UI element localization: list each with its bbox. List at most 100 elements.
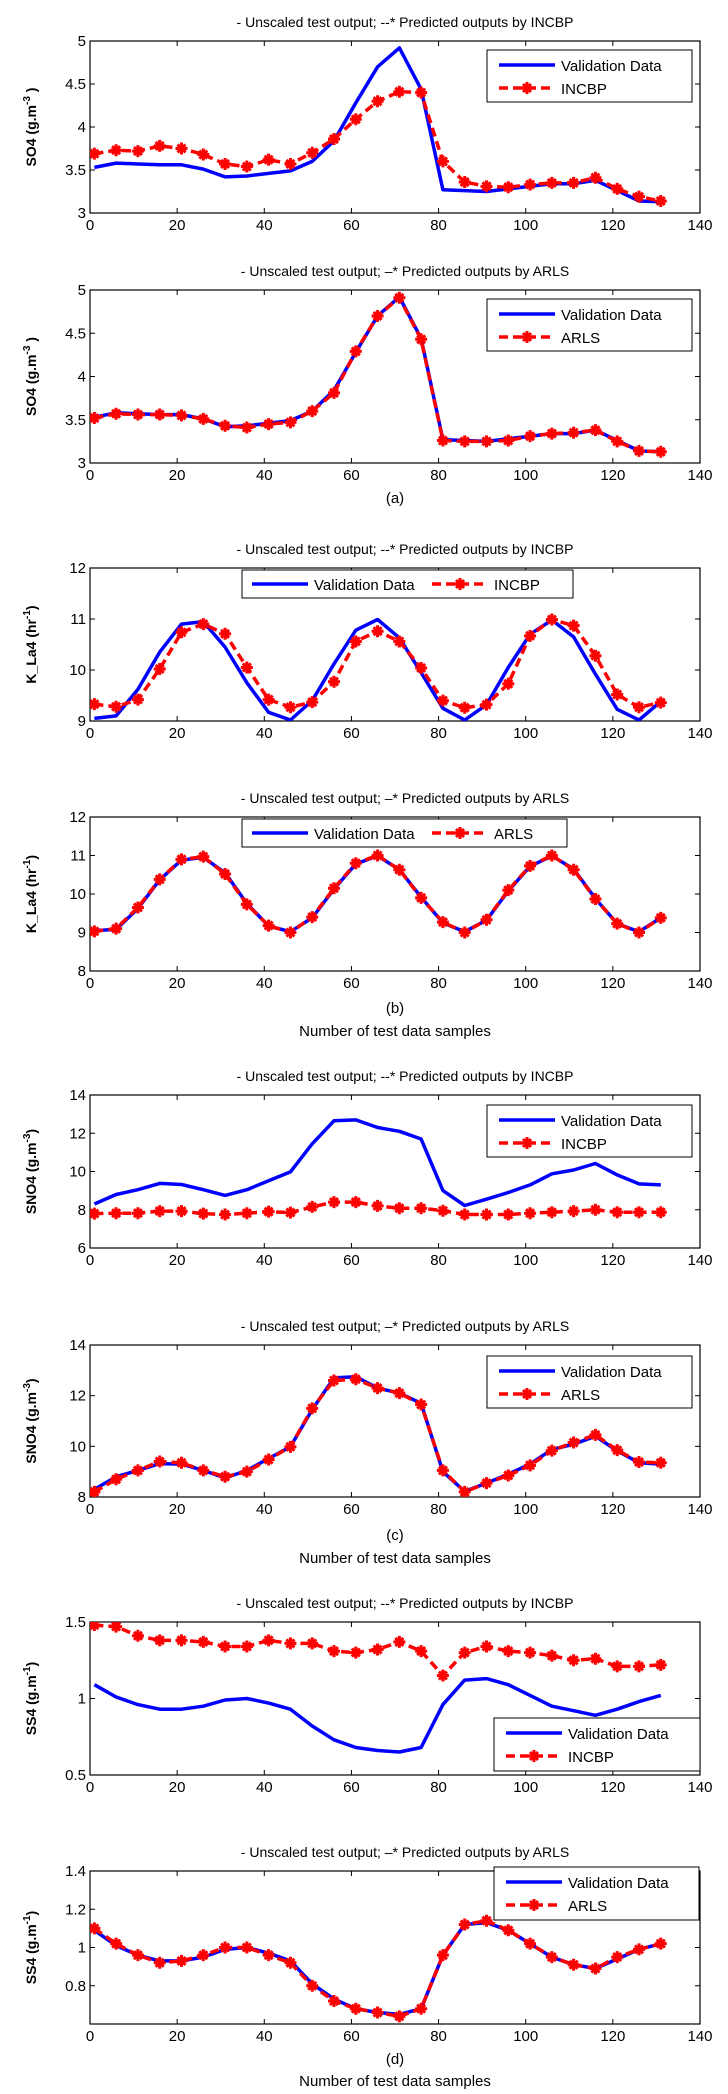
star-marker [262, 693, 275, 706]
label-superscript: -3 [22, 96, 33, 105]
chart-panel-8: - Unscaled test output; –* Predicted out… [22, 1844, 713, 2045]
label-part: ) [23, 1662, 39, 1667]
legend: Validation Data ARLS [241, 818, 568, 848]
x-tick-label: 100 [513, 467, 538, 484]
star-marker [219, 1208, 232, 1221]
plot-area [90, 1622, 667, 1754]
star-marker [90, 1922, 101, 1935]
x-tick-label: 60 [343, 975, 360, 992]
label-part: ) [23, 337, 39, 346]
star-marker [219, 1470, 232, 1483]
star-marker [589, 1428, 602, 1441]
star-marker [436, 1204, 449, 1217]
star-marker [415, 333, 428, 346]
label-superscript: -1 [22, 1666, 33, 1675]
x-tick-label: 120 [600, 1501, 625, 1518]
x-tick-label: 20 [169, 217, 186, 234]
chart-panel-5: - Unscaled test output; --* Predicted ou… [22, 1068, 713, 1269]
x-tick-label: 0 [86, 725, 94, 742]
star-marker [153, 873, 166, 886]
star-marker [110, 922, 123, 935]
label-part: SS4 (g.m [23, 1924, 39, 1984]
chart-panel-2: - Unscaled test output; –* Predicted out… [22, 263, 713, 484]
star-marker [262, 1453, 275, 1466]
x-axis-label: Number of test data samples [299, 1550, 491, 1567]
star-marker [328, 133, 340, 146]
y-axis-label: SNO4 (g.m-3) [22, 1129, 39, 1214]
y-tick-label: 10 [69, 886, 86, 903]
y-tick-label: 8 [78, 963, 86, 980]
star-marker [175, 1954, 188, 1967]
y-tick-label: 12 [69, 560, 86, 577]
plot-area [90, 1373, 667, 1497]
star-marker [524, 1459, 537, 1472]
star-marker [284, 1956, 297, 1969]
chart-panel-1: - Unscaled test output; --* Predicted ou… [22, 14, 713, 234]
star-marker [611, 1444, 624, 1457]
star-marker [654, 1456, 667, 1469]
star-marker [328, 1995, 340, 2008]
legend-label: Validation Data [314, 577, 415, 594]
label-part: SNO4 (g.m [23, 1143, 39, 1215]
star-marker [528, 1899, 540, 1911]
star-marker [524, 1207, 537, 1220]
x-tick-label: 40 [256, 2028, 273, 2045]
y-tick-label: 8 [78, 1489, 86, 1506]
star-marker [90, 698, 101, 711]
star-marker [458, 176, 471, 189]
label-superscript: -3 [22, 1133, 33, 1142]
star-marker [415, 661, 428, 674]
star-marker [567, 1436, 580, 1449]
panel-label: (a) [386, 490, 404, 507]
x-tick-label: 80 [430, 725, 447, 742]
star-marker [393, 1387, 406, 1400]
plot-area [90, 1914, 667, 2023]
star-marker [524, 1937, 537, 1950]
star-marker [306, 696, 319, 709]
legend: Validation Data INCBP [241, 569, 574, 599]
x-axis-label: Number of test data samples [299, 1023, 491, 1040]
star-marker [284, 416, 297, 429]
x-tick-label: 40 [256, 1252, 273, 1269]
star-marker [415, 891, 428, 904]
star-marker [90, 1485, 101, 1497]
star-marker [175, 1456, 188, 1469]
star-marker [454, 578, 466, 590]
legend-label: INCBP [494, 577, 540, 594]
star-marker [611, 917, 624, 930]
series-line-arls [94, 853, 662, 935]
legend: Validation Data ARLS [486, 1355, 693, 1409]
star-marker [545, 1206, 558, 1219]
y-axis-label: SO4 (g.m-3 ) [22, 88, 39, 167]
x-tick-label: 60 [343, 1779, 360, 1796]
star-marker [480, 1208, 493, 1221]
legend-box [486, 298, 693, 352]
star-marker [502, 181, 515, 194]
x-tick-label: 120 [600, 1252, 625, 1269]
star-marker [480, 1640, 493, 1653]
star-marker [567, 426, 580, 439]
chart-title: - Unscaled test output; –* Predicted out… [241, 1318, 569, 1334]
chart-title: - Unscaled test output; –* Predicted out… [241, 790, 569, 806]
chart-title: - Unscaled test output; –* Predicted out… [241, 1844, 569, 1860]
star-marker [589, 1203, 602, 1216]
star-marker [262, 1949, 275, 1962]
star-marker [502, 1208, 515, 1221]
y-tick-label: 11 [70, 611, 86, 628]
panel-label: (d) [386, 2051, 404, 2068]
star-marker [349, 857, 362, 870]
y-tick-label: 12 [69, 809, 86, 826]
y-tick-label: 3 [78, 205, 86, 222]
label-part: ) [23, 1911, 39, 1916]
star-marker [654, 1937, 667, 1950]
star-marker [219, 867, 232, 880]
legend-box [486, 49, 693, 103]
chart-title: - Unscaled test output; --* Predicted ou… [237, 541, 574, 557]
series-line-validation-data [94, 617, 662, 721]
legend-label: INCBP [561, 1136, 607, 1153]
star-marker [524, 178, 537, 191]
x-tick-label: 40 [256, 975, 273, 992]
legend-label: Validation Data [314, 826, 415, 843]
x-tick-label: 20 [169, 975, 186, 992]
x-tick-label: 120 [600, 725, 625, 742]
